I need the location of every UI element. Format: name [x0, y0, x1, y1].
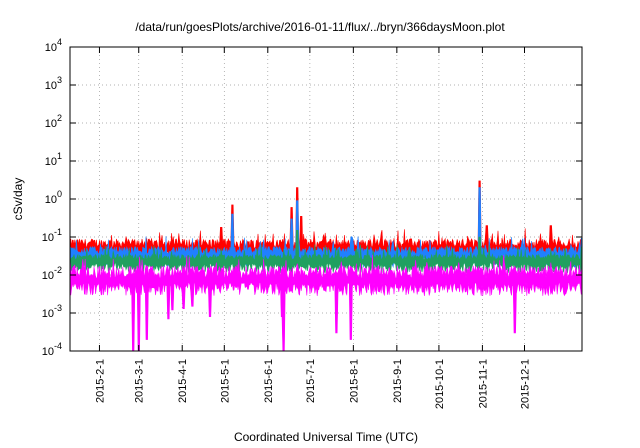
y-tick-label: 101	[45, 151, 62, 168]
y-tick-label: 102	[45, 113, 62, 130]
axis-ticks: 10-4 10-3 10-2 10-1 100 101 102 103 104 2015-2-1 2…	[42, 37, 582, 409]
y-tick-label: 10-4	[42, 341, 62, 358]
x-tick-label: 2015-2-1	[94, 359, 106, 403]
chart-title: /data/run/goesPlots/archive/2016-01-11/f…	[135, 20, 505, 34]
x-tick-label: 2015-11-1	[477, 359, 489, 408]
x-tick-label: 2015-5-1	[219, 359, 231, 403]
y-axis-label: cSv/day	[11, 178, 25, 221]
x-tick-label: 2015-4-1	[177, 359, 189, 403]
x-tick-label: 2015-12-1	[519, 359, 531, 409]
x-tick-label: 2015-9-1	[392, 359, 404, 403]
y-tick-label: 10-3	[42, 303, 62, 320]
x-tick-label: 2015-7-1	[305, 359, 317, 403]
y-tick-label: 104	[45, 37, 62, 54]
y-tick-label: 10-1	[42, 227, 62, 244]
x-axis-label: Coordinated Universal Time (UTC)	[234, 430, 418, 444]
x-tick-label: 2015-3-1	[134, 359, 146, 403]
x-tick-label: 2015-10-1	[434, 359, 446, 409]
y-tick-label: 10-2	[42, 265, 62, 282]
x-tick-label: 2015-6-1	[263, 359, 275, 403]
data-area	[69, 180, 583, 352]
x-tick-label: 2015-8-1	[348, 359, 360, 403]
y-tick-label: 103	[45, 75, 62, 92]
y-tick-label: 100	[45, 189, 62, 206]
